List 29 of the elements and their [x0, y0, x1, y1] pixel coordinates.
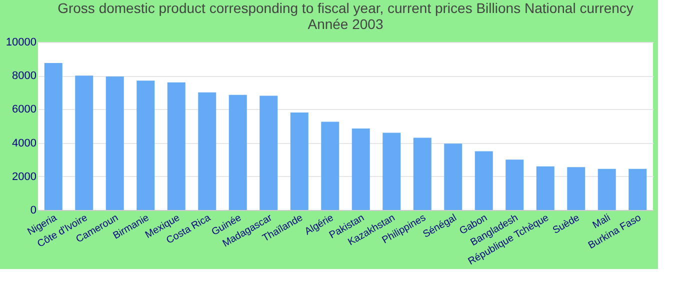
- bar: [352, 128, 370, 210]
- bar: [198, 92, 216, 210]
- y-tick-label: 4000: [12, 137, 36, 150]
- bar: [75, 76, 94, 210]
- bar: [567, 167, 586, 210]
- bar: [228, 94, 247, 210]
- bar: [598, 168, 616, 210]
- bar: [474, 151, 493, 210]
- bar: [413, 138, 432, 210]
- bar: [290, 112, 308, 210]
- bar: [506, 160, 524, 210]
- bar: [260, 96, 278, 210]
- x-tick-label: Mali: [590, 212, 612, 232]
- y-tick-label: 10000: [6, 36, 36, 48]
- text: Année 2003: [308, 16, 384, 32]
- y-tick-label: 6000: [12, 104, 36, 116]
- bar: [44, 63, 62, 210]
- bar: [136, 80, 155, 210]
- bar: [167, 82, 186, 210]
- bar: [382, 132, 401, 210]
- text: Gross domestic product corresponding to fiscal year, current prices Billions National currency: [58, 0, 634, 16]
- bar: [444, 144, 462, 210]
- bar: [321, 122, 340, 210]
- bar: [536, 166, 554, 210]
- y-tick-label: 0: [30, 204, 36, 216]
- y-tick-label: 8000: [12, 70, 36, 82]
- y-tick-label: 2000: [12, 170, 36, 183]
- bar: [628, 168, 647, 210]
- bar: [106, 76, 124, 210]
